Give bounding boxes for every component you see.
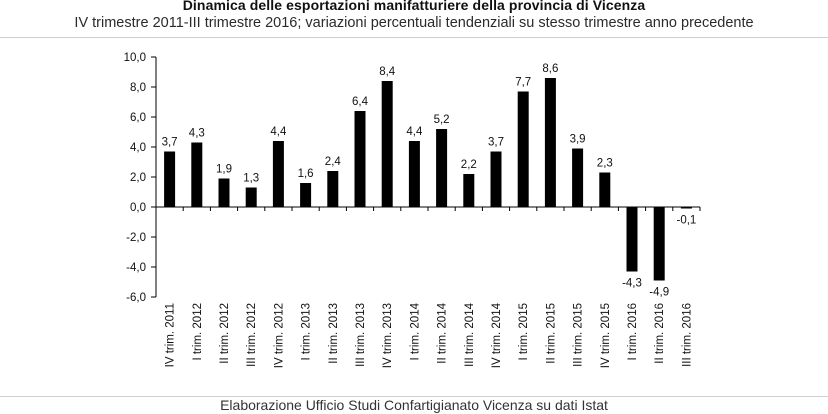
data-label: 3,7 (488, 137, 504, 149)
data-labels: 3,7 4,3 1,9 1,3 4,4 1,6 2,4 6,4 8,4 4,4 5,2 2,2 3,7 7… (162, 63, 697, 299)
x-tick-label: I trim. 2016 (627, 303, 639, 361)
data-label: 6,4 (352, 96, 369, 108)
x-tick-label: III trim. 2014 (464, 302, 476, 367)
x-tick-label: II trim. 2015 (545, 303, 557, 364)
y-tick-label: -4,0 (126, 262, 146, 274)
bars (164, 78, 692, 281)
bar (680, 207, 692, 209)
x-tick-label: II trim. 2013 (328, 303, 340, 364)
x-tick-label: I trim. 2013 (301, 303, 313, 361)
bar (572, 148, 584, 207)
x-tick-label: II trim. 2014 (437, 302, 449, 363)
data-label: 2,2 (461, 159, 477, 171)
bar (191, 142, 203, 207)
source-note: Elaborazione Ufficio Studi Confartigiana… (220, 397, 608, 413)
header-divider (0, 37, 828, 38)
x-tick-label: I trim. 2014 (409, 302, 421, 360)
data-label: 4,4 (270, 126, 287, 138)
y-axis: -6,0 -4,0 -2,0 0,0 2,0 4,0 6,0 8,0 10,0 (124, 52, 157, 304)
data-label: 2,4 (325, 156, 342, 168)
x-axis: IV trim. 2011 I trim. 2012 II trim. 2012 II… (155, 206, 701, 368)
x-tick-label: IV trim. 2014 (491, 302, 503, 368)
data-label: 8,6 (542, 63, 558, 75)
y-tick-label: 6,0 (130, 112, 146, 124)
y-tick-label: 8,0 (130, 82, 146, 94)
bar (272, 141, 284, 207)
bar (544, 78, 556, 207)
bar (164, 151, 176, 207)
chart-subtitle: IV trimestre 2011-III trimestre 2016; va… (74, 15, 754, 31)
data-label: 2,3 (597, 158, 613, 170)
y-tick-label: 4,0 (130, 142, 146, 154)
chart-title: Dinamica delle esportazioni manifatturie… (182, 0, 646, 13)
data-label: -0,1 (676, 215, 696, 227)
data-label: 3,7 (162, 137, 178, 149)
data-label: 5,2 (434, 114, 450, 126)
bar (408, 141, 420, 207)
bar (300, 183, 312, 207)
bar (517, 91, 529, 207)
y-tick-label: -6,0 (126, 292, 146, 304)
bar (245, 187, 257, 207)
data-label: 4,3 (189, 128, 205, 140)
bar (490, 151, 502, 207)
footer-divider (0, 396, 828, 397)
x-tick-label: III trim. 2013 (355, 303, 367, 367)
x-tick-label: I trim. 2015 (518, 303, 530, 361)
x-tick-label: I trim. 2012 (192, 303, 204, 361)
bar (218, 178, 230, 207)
x-tick-label: III trim. 2016 (681, 303, 693, 367)
y-tick-label: 2,0 (130, 172, 146, 184)
x-tick-label: III trim. 2012 (246, 303, 258, 367)
bar (381, 81, 393, 207)
data-label: 4,4 (406, 126, 423, 138)
x-tick-label: IV trim. 2013 (382, 303, 394, 368)
data-label: 3,9 (570, 134, 586, 146)
data-label: 1,3 (243, 173, 259, 185)
data-label: -4,3 (622, 278, 642, 290)
bar (599, 172, 611, 207)
data-label: 8,4 (379, 66, 396, 78)
x-tick-label: II trim. 2016 (654, 303, 666, 364)
x-tick-label: III trim. 2015 (573, 303, 585, 367)
bar (436, 129, 448, 207)
x-tick-label: IV trim. 2015 (600, 303, 612, 368)
bar (653, 207, 665, 281)
bar (354, 111, 366, 207)
bar (626, 207, 638, 272)
data-label: 1,6 (298, 168, 314, 180)
y-tick-label: -2,0 (126, 232, 146, 244)
bar (463, 174, 475, 207)
x-tick-label: IV trim. 2012 (273, 303, 285, 368)
data-label: -4,9 (649, 287, 669, 299)
x-tick-label: II trim. 2012 (219, 303, 231, 364)
x-tick-label: IV trim. 2011 (165, 303, 177, 367)
data-label: 7,7 (515, 77, 531, 89)
bar (327, 171, 339, 207)
y-tick-label: 0,0 (130, 202, 146, 214)
data-label: 1,9 (216, 164, 232, 176)
y-tick-label: 10,0 (124, 52, 146, 64)
